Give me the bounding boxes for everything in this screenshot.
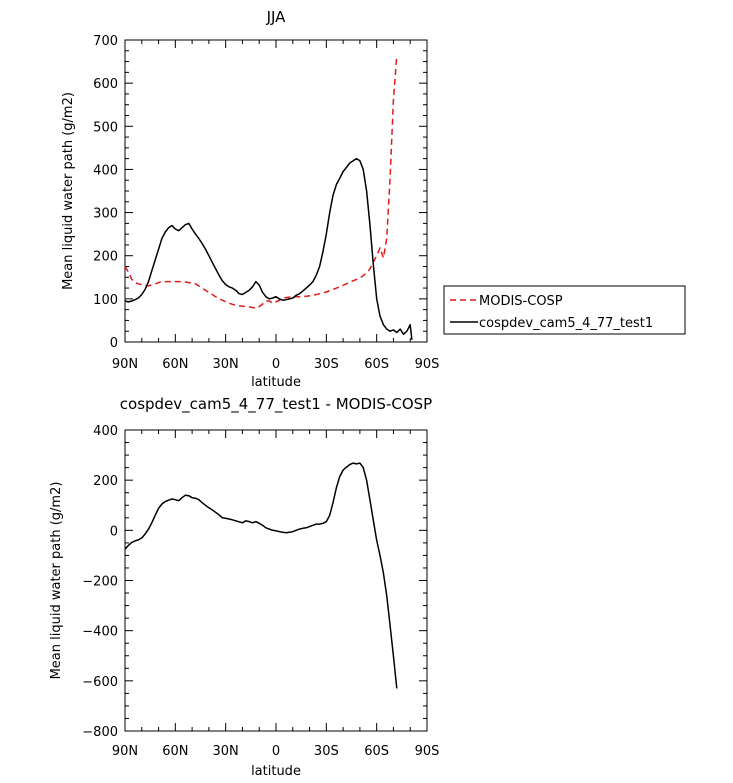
legend-label-1: cospdev_cam5_4_77_test1 bbox=[479, 316, 653, 331]
top-series-line-1 bbox=[124, 157, 413, 340]
top-x-tick-label: 90N bbox=[112, 357, 138, 372]
bottom-series-line-0 bbox=[124, 462, 398, 689]
top-y-tick-label: 700 bbox=[93, 34, 118, 49]
bottom-chart-title: cospdev_cam5_4_77_test1 - MODIS-COSP bbox=[120, 395, 432, 414]
top-y-tick-label: 600 bbox=[93, 77, 118, 92]
bottom-x-tick-label: 90S bbox=[415, 744, 440, 759]
bottom-x-tick-label: 30S bbox=[314, 744, 339, 759]
top-x-tick-label: 60N bbox=[162, 357, 188, 372]
top-y-tick-label: 400 bbox=[93, 163, 118, 178]
bottom-y-tick-label: −600 bbox=[82, 675, 118, 690]
top-x-tick-label: 60S bbox=[364, 357, 389, 372]
top-x-tick-label: 0 bbox=[272, 357, 280, 372]
top-chart-title: JJA bbox=[266, 8, 287, 26]
bottom-x-tick-label: 60N bbox=[162, 744, 188, 759]
bottom-y-tick-label: −800 bbox=[82, 725, 118, 740]
top-x-tick-label: 30S bbox=[314, 357, 339, 372]
top-y-tick-label: 500 bbox=[93, 120, 118, 135]
bottom-y-tick-label: 0 bbox=[110, 524, 118, 539]
legend-label-0: MODIS-COSP bbox=[479, 294, 563, 309]
bottom-x-tick-label: 30N bbox=[213, 744, 239, 759]
bottom-x-tick-label: 90N bbox=[112, 744, 138, 759]
top-x-tick-label: 90S bbox=[415, 357, 440, 372]
bottom-y-tick-label: −200 bbox=[82, 575, 118, 590]
bottom-y-axis-title: Mean liquid water path (g/m2) bbox=[49, 482, 64, 680]
top-y-tick-label: 200 bbox=[93, 250, 118, 265]
top-y-tick-label: 0 bbox=[110, 336, 118, 351]
bottom-y-tick-label: −400 bbox=[82, 625, 118, 640]
bottom-plot-frame bbox=[124, 429, 428, 732]
top-x-axis-title: latitude bbox=[251, 375, 301, 390]
bottom-y-tick-label: 400 bbox=[93, 424, 118, 439]
top-y-tick-label: 300 bbox=[93, 207, 118, 222]
bottom-x-tick-label: 60S bbox=[364, 744, 389, 759]
bottom-x-tick-label: 0 bbox=[272, 744, 280, 759]
top-y-axis-title: Mean liquid water path (g/m2) bbox=[61, 92, 76, 290]
top-series-line-0 bbox=[124, 55, 398, 310]
top-y-tick-label: 100 bbox=[93, 293, 118, 308]
legend-box bbox=[443, 285, 686, 335]
bottom-x-axis-title: latitude bbox=[251, 764, 301, 779]
top-x-tick-label: 30N bbox=[213, 357, 239, 372]
bottom-y-tick-label: 200 bbox=[93, 474, 118, 489]
